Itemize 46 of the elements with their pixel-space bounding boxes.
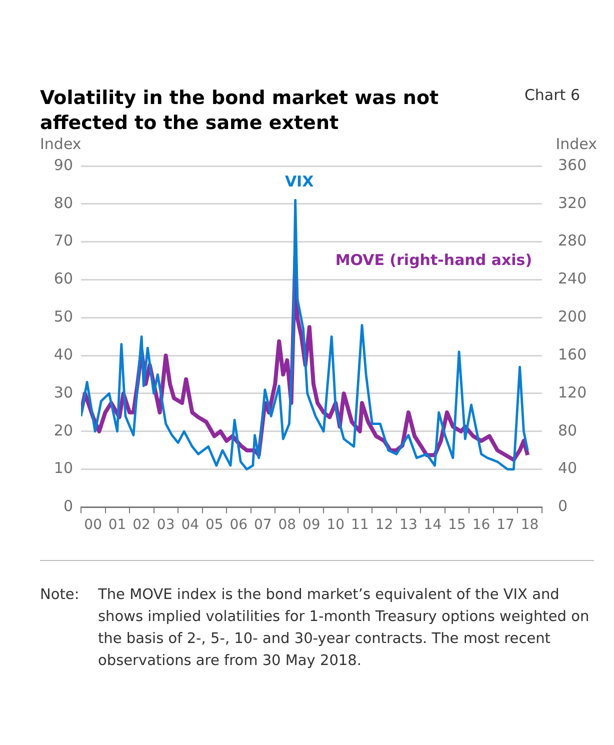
y-tick-label: 50 (54, 308, 73, 326)
y-axis-title: Index (40, 135, 82, 153)
x-tick-label: 16 (472, 517, 490, 534)
y-tick-label: 30 (54, 383, 73, 402)
y2-tick-label: 0 (558, 497, 568, 516)
caption: Chart 6 (524, 86, 580, 104)
x-tick-label: 09 (302, 517, 320, 534)
y2-tick-label: 80 (558, 421, 578, 440)
x-tick-label: 04 (181, 517, 200, 534)
x-tick-label: 12 (375, 517, 394, 534)
y2-tick-label: 200 (558, 308, 587, 326)
x-tick-label: 10 (326, 517, 345, 534)
y2-axis-title: Index (556, 135, 598, 153)
x-tick-label: 02 (132, 517, 150, 534)
y-tick-label: 70 (54, 232, 73, 250)
x-tick-label: 13 (400, 517, 418, 534)
y2-tick-label: 160 (558, 345, 587, 364)
x-tick-label: 05 (205, 517, 224, 534)
text: Note: The MOVE index is the bond market’s equivalent of the VIX and shows implied volatilities for 1-month Treasury options weighted on the basis of 2-, 5-, 10- and 30-year contracts. The most recent observations are from 30 May 2018. (40, 587, 590, 669)
y2-tick-label: 240 (558, 270, 587, 288)
y2-tick-label: 280 (558, 232, 587, 250)
x-tick-label: 00 (84, 517, 102, 534)
y-tick-label: 60 (54, 270, 73, 288)
x-tick-label: 15 (448, 517, 466, 534)
x-tick-label: 03 (156, 517, 175, 534)
y-tick-label: 80 (54, 194, 73, 212)
y2-tick-label: 40 (558, 459, 578, 478)
y-tick-label: 10 (54, 459, 73, 478)
series-label: VIX (284, 172, 314, 191)
x-tick-label: 17 (496, 517, 514, 534)
x-tick-label: 01 (108, 517, 126, 534)
y2-tick-label: 320 (558, 194, 587, 212)
y2-tick-label: 120 (558, 383, 587, 402)
y-tick-label: 90 (54, 156, 73, 174)
x-tick-label: 11 (351, 517, 369, 534)
x-tick-label: 18 (520, 517, 539, 534)
y-tick-label: 20 (54, 421, 73, 440)
x-tick-label: 14 (424, 517, 442, 534)
y2-tick-label: 360 (558, 156, 587, 174)
x-tick-label: 07 (254, 517, 272, 534)
chart-title: Volatility in the bond market was not affected to the same extent (40, 86, 440, 136)
x-tick-label: 08 (278, 517, 296, 534)
x-tick-label: 06 (230, 517, 248, 534)
text: MOVE (right-hand axis) (335, 250, 532, 269)
y-tick-label: 0 (63, 497, 73, 516)
y-tick-label: 40 (54, 345, 73, 364)
